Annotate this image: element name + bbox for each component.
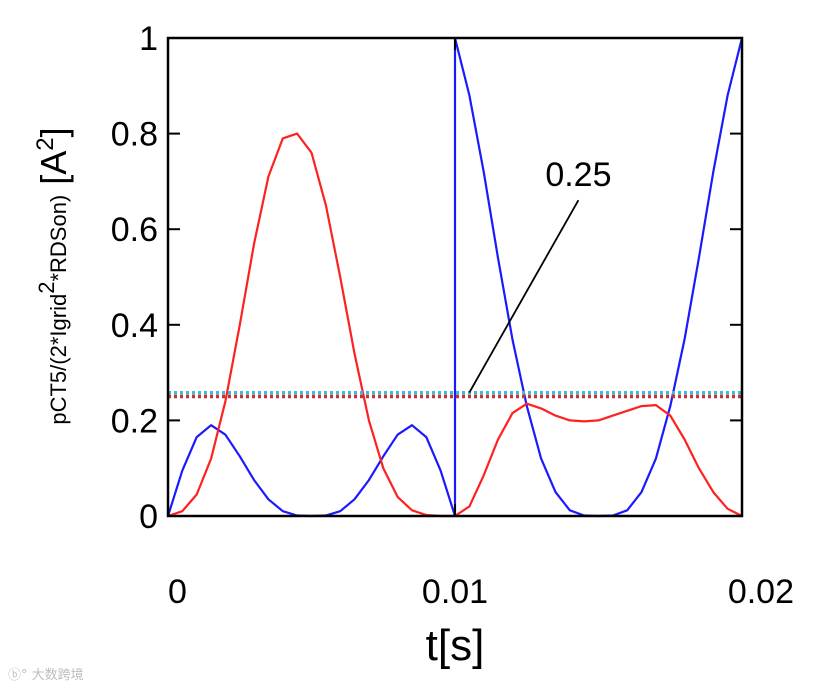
x-tick-label: 0.02	[728, 573, 794, 611]
y-tick-label: 0.8	[111, 116, 158, 154]
plot-lines	[166, 36, 744, 518]
annotation-label: 0.25	[545, 156, 611, 194]
y-tick-label: 0.2	[111, 402, 158, 440]
annotations: 0.25	[468, 156, 612, 393]
x-tick-label: 0.01	[422, 573, 488, 611]
y-tick-label: 0.4	[111, 307, 158, 345]
x-axis-title: t[s]	[426, 621, 485, 670]
watermark: ⓑ° 大数跨境	[8, 668, 84, 683]
y-axis-title: pCT5/(2*Igrid2*RDSon) [A2]	[32, 127, 75, 424]
y-axis-title-sup: 2	[34, 282, 59, 294]
series-line-1	[166, 36, 744, 518]
y-tick-label: 0	[139, 498, 158, 536]
svg-text:pCT5/(2*Igrid2*RDSon) [A2]: pCT5/(2*Igrid2*RDSon) [A2]	[32, 127, 75, 424]
y-axis-title-suffix: *RDSon)	[46, 195, 71, 282]
y-axis-title-prefix: pCT5/(2*Igrid	[46, 294, 71, 425]
y-tick-label: 1	[139, 20, 158, 58]
y-axis-unit-sup: 2	[32, 137, 59, 150]
y-axis-unit-open: [A	[33, 151, 74, 195]
ticks: 0 0.2 0.4 0.6 0.8 1 0 0.01 0.02	[111, 20, 794, 611]
y-axis-unit-close: ]	[33, 127, 74, 137]
x-tick-label: 0	[168, 573, 187, 611]
annotation-leader-line	[468, 199, 580, 393]
y-tick-label: 0.6	[111, 211, 158, 249]
